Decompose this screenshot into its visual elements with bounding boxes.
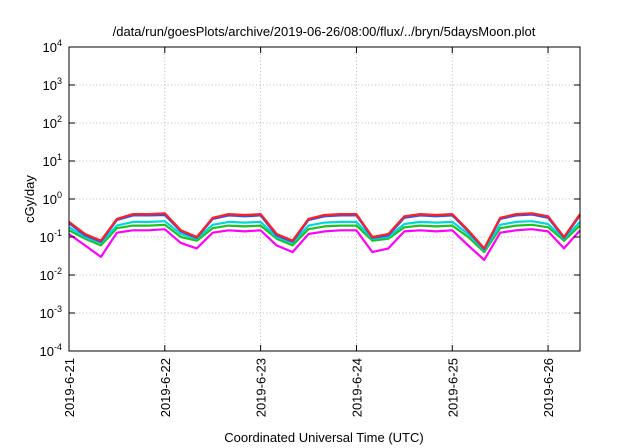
series-line-3: [68, 223, 581, 254]
x-tick-label: 2019-6-23: [254, 358, 269, 417]
y-tick-label: 100: [43, 190, 62, 207]
series-line-4: [68, 228, 581, 261]
x-axis-label: Coordinated Universal Time (UTC): [224, 430, 423, 445]
y-tick-label: 10-2: [40, 266, 62, 283]
x-tick-label: 2019-6-22: [158, 358, 173, 417]
y-axis: 10-4 10-3 10-2 10-1 100 101 102 103 104: [40, 38, 580, 359]
y-tick-label: 102: [43, 114, 62, 131]
x-tick-label: 2019-6-21: [62, 358, 77, 417]
x-axis: 2019-6-21 2019-6-22 2019-6-23 2019-6-24 2019…: [62, 47, 556, 417]
series-lines: [68, 212, 581, 261]
y-tick-label: 104: [43, 38, 62, 55]
x-tick-label: 2019-6-24: [349, 358, 364, 417]
series-line-2: [68, 220, 581, 252]
y-tick-label: 101: [43, 152, 62, 169]
x-tick-label: 2019-6-25: [445, 358, 460, 417]
chart-title: /data/run/goesPlots/archive/2019-06-26/0…: [113, 24, 536, 39]
x-tick-label: 2019-6-26: [541, 358, 556, 417]
y-tick-label: 10-4: [40, 342, 62, 359]
series-line-0: [68, 212, 581, 250]
y-tick-label: 103: [43, 76, 62, 93]
grid: [68, 46, 580, 352]
y-tick-label: 10-1: [40, 228, 62, 245]
y-axis-label: cGy/day: [22, 175, 37, 223]
y-tick-label: 10-3: [40, 304, 62, 321]
